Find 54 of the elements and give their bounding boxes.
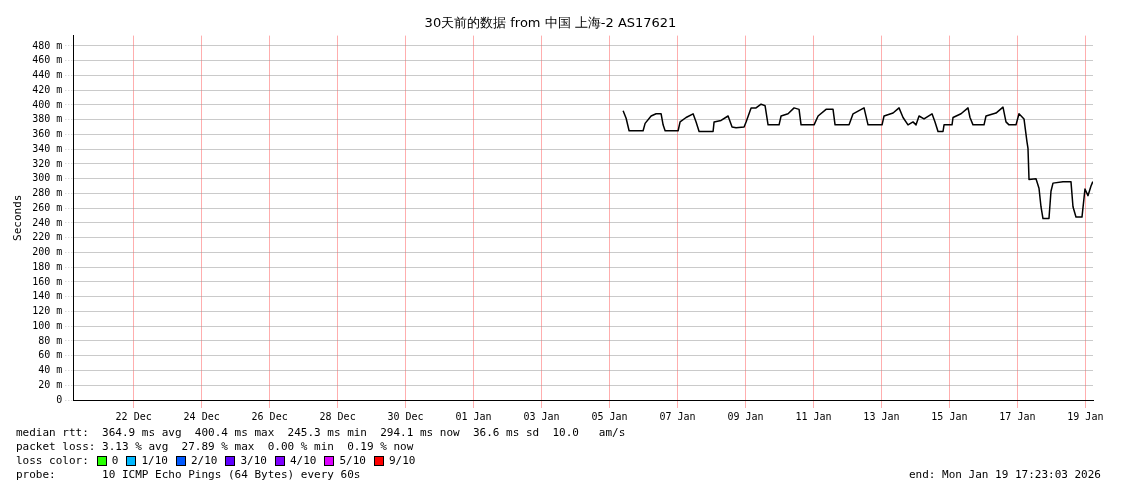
x-tick-label: 07 Jan [659, 410, 696, 422]
y-tick-label: 60 m [38, 349, 63, 361]
y-tick-label: 80 m [38, 334, 63, 346]
y-tick-label: 240 m [32, 216, 63, 228]
x-tick-label: 03 Jan [523, 410, 560, 422]
y-tick-label: 300 m [32, 172, 63, 184]
text: 0 [111, 454, 119, 468]
y-tick-label: 400 m [32, 98, 63, 110]
y-tick-label: 340 m [32, 142, 63, 154]
y-tick-label: 0 [56, 393, 63, 405]
text: 3/10 [240, 454, 267, 468]
text: 2/10 [190, 454, 218, 468]
chart-title: 30天前的数据 from 中国 上海-2 AS17621 [424, 15, 677, 31]
x-tick-label: 11 Jan [795, 410, 832, 422]
y-tick-label: 120 m [32, 305, 63, 317]
y-tick-label: 360 m [32, 128, 63, 140]
y-tick-label: 180 m [32, 260, 63, 272]
y-tick-label: 220 m [32, 231, 63, 243]
y-tick-label: 160 m [32, 275, 63, 287]
x-tick-label: 26 Dec [251, 410, 288, 422]
y-tick-label: 280 m [32, 187, 63, 199]
x-tick-label: 15 Jan [931, 410, 968, 422]
y-axis-title: Seconds [11, 194, 25, 241]
y-tick-label: 200 m [32, 246, 63, 258]
x-tick-label: 09 Jan [727, 410, 764, 422]
x-tick-label: 22 Dec [115, 410, 152, 422]
x-tick-label: 01 Jan [455, 410, 492, 422]
x-tick-label: 19 Jan [1067, 410, 1104, 422]
y-tick-label: 320 m [32, 157, 63, 169]
x-tick-label: 05 Jan [591, 410, 628, 422]
text: 1/10 [141, 454, 168, 468]
text: end: Mon Jan 19 17:23:03 2026 [908, 468, 1101, 482]
y-tick-label: 40 m [38, 364, 63, 376]
y-tick-label: 380 m [32, 113, 63, 125]
text: 9/10 [388, 454, 416, 468]
x-tick-label: 30 Dec [387, 410, 424, 422]
x-tick-label: 24 Dec [183, 410, 220, 422]
y-tick-label: 140 m [32, 290, 63, 302]
y-tick-label: 440 m [32, 69, 63, 81]
x-tick-label: 28 Dec [319, 410, 356, 422]
text: loss color: [16, 454, 89, 468]
text: 4/10 [289, 454, 317, 468]
y-tick-label: 260 m [32, 201, 63, 213]
y-tick-label: 420 m [32, 83, 63, 95]
y-tick-label: 20 m [38, 378, 63, 390]
y-tick-label: 460 m [32, 54, 63, 66]
text: 5/10 [339, 454, 366, 468]
text: packet loss: 3.13 % avg 27.89 % max 0.00 % min 0.19 % now [16, 440, 415, 454]
x-tick-label: 17 Jan [999, 410, 1036, 422]
y-tick-label: 480 m [32, 39, 63, 51]
text: probe: 10 ICMP Echo Pings (64 Bytes) every 60s [16, 468, 361, 482]
text: median rtt: 364.9 ms avg 400.4 ms max 245.3 ms min 294.1 ms now 36.6 ms sd 10.0 am/s [16, 426, 627, 440]
y-tick-label: 100 m [32, 319, 63, 331]
x-tick-label: 13 Jan [863, 410, 900, 422]
